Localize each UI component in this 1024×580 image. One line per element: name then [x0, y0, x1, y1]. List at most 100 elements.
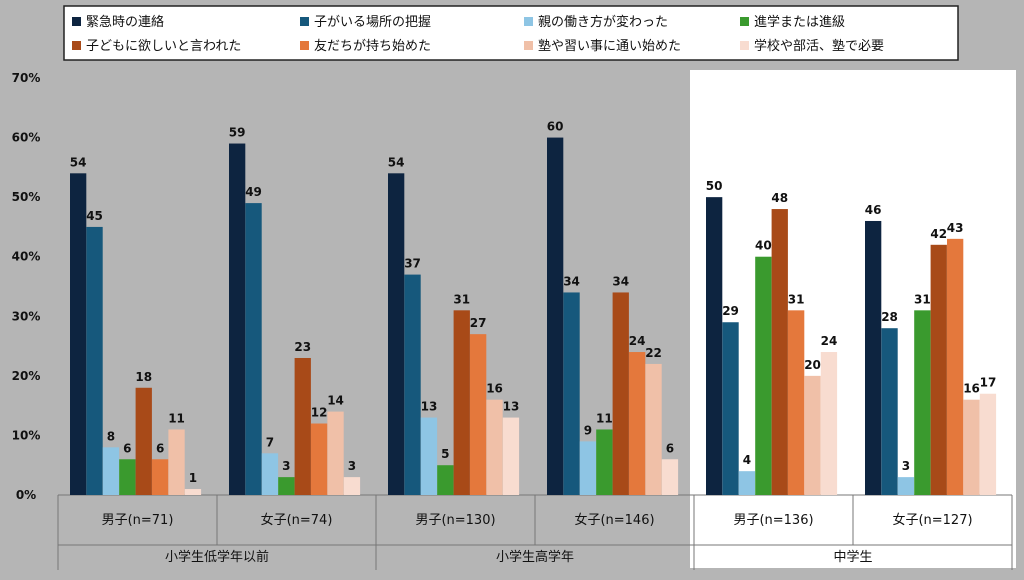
bar-value-label: 49: [245, 185, 262, 199]
y-tick-label: 0%: [16, 488, 36, 502]
y-tick-label: 40%: [12, 250, 41, 264]
bar: [547, 137, 564, 496]
bar-value-label: 43: [947, 221, 964, 235]
bar-value-label: 31: [914, 292, 931, 306]
bar: [343, 477, 361, 495]
legend-label: 進学または進級: [754, 14, 845, 30]
x-tick-label: 男子(n=136): [733, 513, 813, 528]
bar: [86, 226, 103, 495]
bar-value-label: 24: [629, 334, 646, 348]
bar: [135, 387, 152, 495]
bar-value-label: 5: [441, 447, 449, 461]
bar: [947, 238, 964, 496]
bar: [661, 459, 679, 495]
bar: [152, 459, 169, 495]
bar-value-label: 20: [804, 358, 821, 372]
bar-value-label: 28: [881, 310, 898, 324]
legend-label: 学校や部活、塾で必要: [754, 38, 884, 54]
bar: [327, 411, 344, 495]
bar-value-label: 3: [348, 459, 356, 473]
bar-value-label: 27: [470, 316, 487, 330]
bar: [294, 357, 311, 495]
y-tick-label: 60%: [12, 131, 41, 145]
bar-value-label: 50: [706, 179, 723, 193]
bar: [629, 352, 646, 495]
y-tick-label: 20%: [12, 369, 41, 383]
bar-value-label: 3: [902, 459, 910, 473]
bar: [311, 423, 328, 495]
bar: [979, 393, 997, 495]
bar-value-label: 17: [980, 376, 997, 390]
bar-value-label: 13: [421, 400, 438, 414]
bar-value-label: 16: [963, 382, 980, 396]
bar: [963, 399, 980, 495]
legend-swatch: [524, 17, 533, 26]
bar: [261, 453, 279, 495]
bar-value-label: 45: [86, 209, 103, 223]
y-tick-label: 70%: [12, 71, 41, 85]
bar: [102, 447, 120, 495]
legend-swatch: [300, 17, 309, 26]
group-label: 中学生: [833, 549, 872, 565]
bar-value-label: 31: [788, 292, 805, 306]
bar-value-label: 23: [294, 340, 311, 354]
bar: [897, 477, 915, 495]
bar: [771, 209, 788, 496]
bar-value-label: 54: [388, 155, 405, 169]
bar-value-label: 18: [135, 370, 152, 384]
bar-value-label: 54: [70, 155, 87, 169]
bar: [486, 399, 503, 495]
bar-value-label: 7: [266, 435, 274, 449]
x-tick-label: 男子(n=71): [102, 513, 174, 528]
bar-value-label: 48: [771, 191, 788, 205]
bar-value-label: 24: [821, 334, 838, 348]
bar: [596, 429, 613, 495]
y-tick-label: 50%: [12, 190, 41, 204]
y-tick-label: 30%: [12, 309, 41, 323]
bar-value-label: 59: [229, 126, 246, 140]
bar: [119, 459, 136, 495]
bar: [804, 375, 821, 495]
bar: [453, 310, 470, 495]
legend-box: [63, 5, 959, 61]
bar: [502, 417, 520, 495]
bar-value-label: 6: [156, 441, 164, 455]
bar: [820, 352, 838, 495]
legend-label: 子がいる場所の把握: [314, 15, 431, 30]
bar: [388, 173, 405, 496]
bar-value-label: 11: [168, 411, 185, 425]
bar-value-label: 31: [453, 292, 470, 306]
bar: [865, 220, 882, 495]
legend-label: 緊急時の連絡: [86, 14, 164, 30]
legend-label: 塾や習い事に通い始めた: [538, 38, 681, 54]
bar: [914, 310, 931, 495]
bar-value-label: 11: [596, 411, 613, 425]
bar-value-label: 42: [930, 227, 947, 241]
bar: [245, 203, 262, 495]
x-tick-label: 女子(n=146): [574, 512, 654, 528]
bar: [437, 465, 454, 495]
bar: [579, 441, 597, 495]
bar: [404, 274, 421, 495]
legend-swatch: [740, 41, 749, 50]
bar-value-label: 4: [743, 453, 751, 467]
bar: [168, 429, 185, 495]
legend-label: 親の働き方が変わった: [538, 14, 668, 30]
bar-value-label: 46: [865, 203, 882, 217]
legend-swatch: [740, 17, 749, 26]
bar: [70, 173, 87, 496]
legend-label: 友だちが持ち始めた: [314, 38, 431, 54]
bar: [184, 489, 202, 495]
bar-value-label: 6: [123, 441, 131, 455]
bar-value-label: 37: [404, 257, 421, 271]
bar: [706, 197, 723, 495]
bar-value-label: 9: [584, 423, 592, 437]
legend-swatch: [72, 41, 81, 50]
y-tick-label: 10%: [12, 428, 41, 442]
legend-swatch: [300, 41, 309, 50]
bar-value-label: 6: [666, 441, 674, 455]
group-label: 小学生高学年: [496, 549, 574, 565]
bar-value-label: 13: [503, 400, 520, 414]
bar: [930, 244, 947, 495]
